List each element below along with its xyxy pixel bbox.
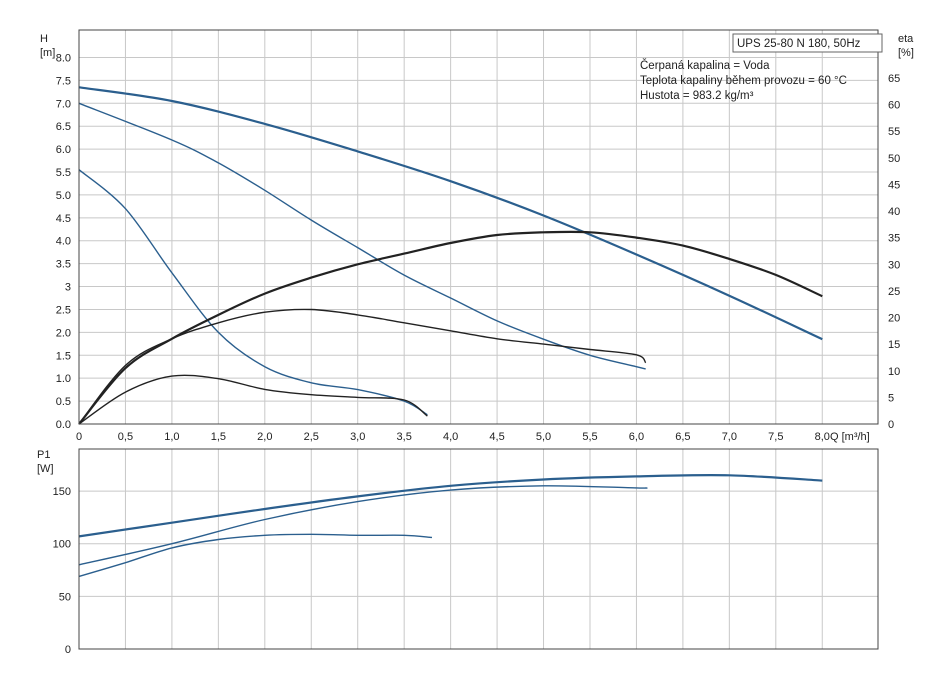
head-axis-unit: [m] — [40, 47, 55, 59]
head-tick-label: 0.5 — [56, 396, 71, 408]
flow-tick-label: 4,5 — [489, 431, 504, 443]
flow-tick-label: 2,5 — [304, 431, 319, 443]
eta-tick-label: 15 — [888, 339, 900, 351]
efficiency-curve-6 — [78, 374, 428, 425]
head-tick-label: 5.0 — [56, 190, 71, 202]
head-tick-label: 7.5 — [56, 75, 71, 87]
head-tick-label: 1.5 — [56, 350, 71, 362]
flow-axis-label: Q [m³/h] — [830, 431, 870, 443]
flow-tick-label: 1,0 — [164, 431, 179, 443]
eta-axis-label: eta — [898, 33, 914, 45]
head-tick-label: 7.0 — [56, 98, 71, 110]
head-chart-curves — [78, 86, 823, 425]
eta-tick-label: 10 — [888, 366, 900, 378]
power-tick-label: 100 — [53, 539, 71, 551]
eta-tick-label: 35 — [888, 233, 900, 245]
flow-tick-label: 0 — [76, 431, 82, 443]
head-chart-grid — [78, 30, 878, 425]
head-tick-label: 2.5 — [56, 304, 71, 316]
flow-tick-label: 5,0 — [536, 431, 551, 443]
power-axis-unit: [W] — [37, 463, 54, 475]
eta-tick-label: 55 — [888, 126, 900, 138]
head-chart-frame — [78, 29, 879, 425]
head-tick-label: 1.0 — [56, 373, 71, 385]
annotation-density: Hustota = 983.2 kg/m³ — [640, 90, 754, 102]
head-curve-2 — [78, 102, 646, 370]
head-tick-label: 4.5 — [56, 213, 71, 225]
efficiency-curve-5 — [78, 308, 647, 425]
eta-tick-label: 50 — [888, 153, 900, 165]
flow-tick-label: 7,5 — [768, 431, 783, 443]
flow-tick-label: 7,0 — [722, 431, 737, 443]
head-tick-label: 0.0 — [56, 419, 71, 431]
head-tick-label: 4.0 — [56, 236, 71, 248]
eta-tick-label: 45 — [888, 179, 900, 191]
power-curve-2 — [78, 485, 648, 566]
eta-axis-unit: [%] — [898, 47, 914, 59]
eta-tick-label: 20 — [888, 313, 900, 325]
power-chart-tick-labels: 0 50 100 150 — [53, 486, 71, 656]
head-curve-1 — [78, 86, 823, 341]
power-tick-label: 150 — [53, 486, 71, 498]
power-axis-label: P1 — [37, 449, 50, 461]
eta-tick-label: 0 — [888, 419, 894, 431]
eta-tick-label: 65 — [888, 73, 900, 85]
head-chart-tick-labels: 0 0,5 1,0 1,5 2,0 2,5 3,0 3,5 4,0 4,5 5,0 5,5 6,0 6,5… — [56, 52, 901, 443]
eta-tick-label: 5 — [888, 392, 894, 404]
head-curve-3 — [78, 169, 428, 416]
head-tick-label: 8.0 — [56, 52, 71, 64]
power-chart-curves — [78, 473, 823, 578]
flow-tick-label: 3,5 — [397, 431, 412, 443]
flow-tick-label: 6,0 — [629, 431, 644, 443]
pump-model-title: UPS 25-80 N 180, 50Hz — [737, 38, 861, 50]
head-tick-label: 6.5 — [56, 121, 71, 133]
power-tick-label: 50 — [59, 591, 71, 603]
annotation-temperature: Teplota kapaliny během provozu = 60 °C — [640, 75, 847, 87]
eta-tick-label: 30 — [888, 259, 900, 271]
head-tick-label: 5.5 — [56, 167, 71, 179]
eta-tick-label: 40 — [888, 206, 900, 218]
power-chart-grid — [78, 449, 878, 650]
power-curve-3 — [78, 533, 433, 578]
head-tick-label: 6.0 — [56, 144, 71, 156]
flow-tick-label: 3,0 — [350, 431, 365, 443]
flow-tick-label: 5,5 — [582, 431, 597, 443]
eta-tick-label: 60 — [888, 100, 900, 112]
flow-tick-label: 2,0 — [257, 431, 272, 443]
flow-tick-label: 0,5 — [118, 431, 133, 443]
head-tick-label: 3 — [65, 282, 71, 294]
efficiency-curve-4 — [78, 230, 823, 425]
power-tick-label: 0 — [65, 644, 71, 656]
flow-tick-label: 6,5 — [675, 431, 690, 443]
flow-tick-label: 1,5 — [211, 431, 226, 443]
annotation-liquid: Čerpaná kapalina = Voda — [640, 59, 770, 72]
head-tick-label: 3.5 — [56, 259, 71, 271]
pump-model-title-box — [732, 33, 883, 53]
head-axis-label: H — [40, 33, 48, 45]
power-chart-frame — [78, 448, 879, 650]
flow-tick-label: 8,0 — [815, 431, 830, 443]
power-curve-1 — [78, 473, 823, 538]
eta-tick-label: 25 — [888, 286, 900, 298]
flow-tick-label: 4,0 — [443, 431, 458, 443]
head-tick-label: 2.0 — [56, 327, 71, 339]
